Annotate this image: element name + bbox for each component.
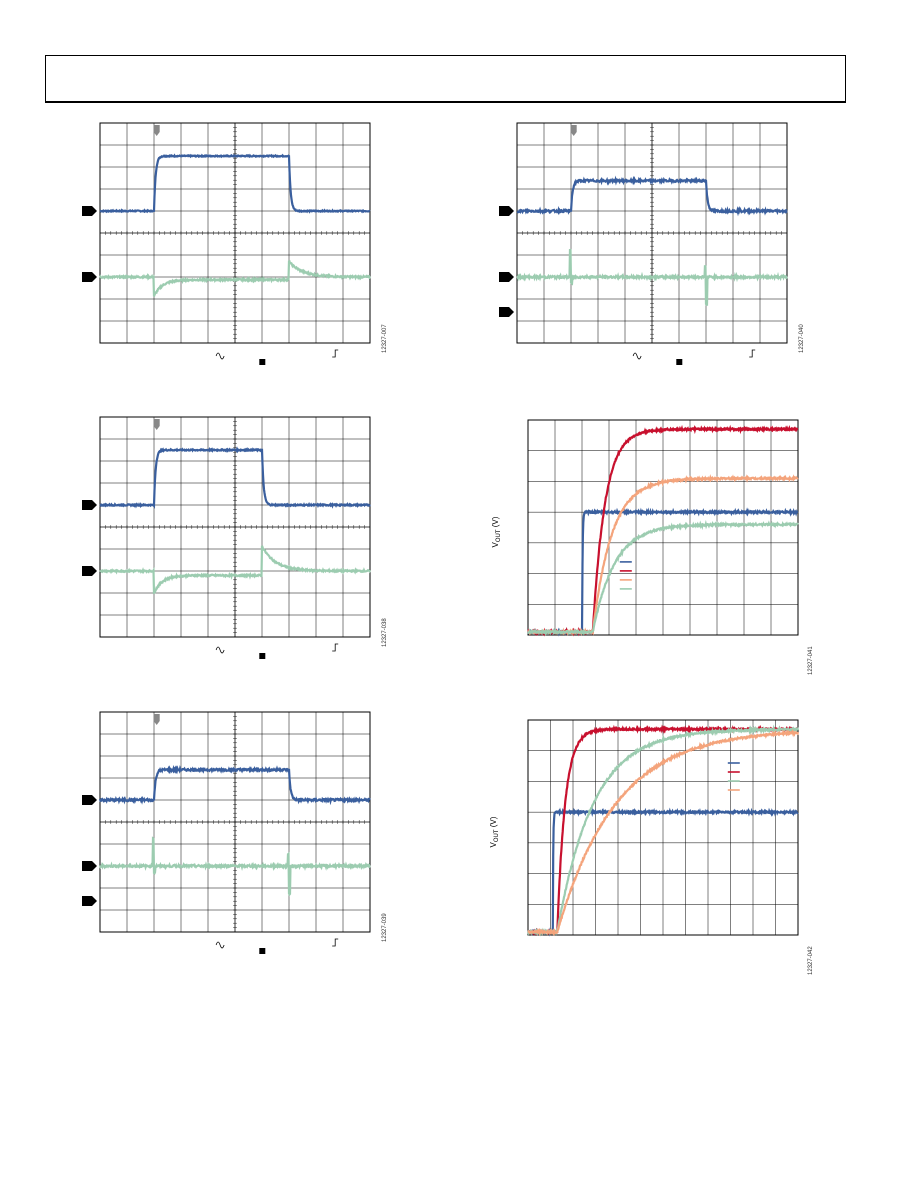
channel-2-marker-icon — [82, 861, 97, 871]
channel-2-marker-icon — [82, 272, 97, 282]
trigger-marker-icon — [153, 419, 160, 430]
scope-figure: 12327-007 — [82, 122, 402, 373]
scope-figure: 12327-040 — [499, 122, 819, 373]
channel-2-trace — [99, 260, 371, 297]
ac-coupling-icon — [632, 352, 642, 360]
channel-1-marker-icon — [499, 206, 514, 216]
series-line — [527, 728, 800, 937]
series-line — [526, 724, 800, 937]
trigger-marker-icon — [153, 125, 160, 136]
y-axis-label: VOUT (V) — [491, 516, 502, 547]
scope-plot: 12327-007 — [82, 122, 388, 365]
rising-edge-trigger-icon — [332, 938, 339, 947]
channel-3-marker-icon — [82, 896, 97, 906]
rising-edge-trigger-icon — [332, 643, 339, 652]
channel-1-marker-icon — [82, 795, 97, 805]
channel-1-marker-icon — [82, 206, 97, 216]
ac-coupling-icon — [215, 941, 225, 949]
rising-edge-trigger-icon — [332, 349, 339, 358]
figure-id: 12327-038 — [382, 618, 388, 647]
stop-icon — [259, 359, 266, 365]
channel-2-trace — [98, 836, 371, 897]
scope-figure: 12327-038 — [82, 416, 402, 667]
stop-icon — [259, 653, 266, 659]
chart-figure: VOUT (V) 12327-042 — [488, 719, 818, 975]
scope-plot: 12327-040 — [499, 122, 805, 365]
channel-3-marker-icon — [499, 307, 514, 317]
channel-1-trace — [99, 446, 371, 509]
chart-plot: VOUT (V) 12327-042 — [489, 719, 814, 975]
channel-2-trace — [516, 248, 788, 306]
rising-edge-trigger-icon — [749, 349, 756, 358]
figure-id: 12327-007 — [382, 324, 388, 353]
scope-figure: 12327-039 — [82, 711, 402, 962]
svg-text:VOUT (V): VOUT (V) — [489, 816, 500, 847]
figure-id: 12327-040 — [799, 324, 805, 353]
y-axis-label: VOUT (V) — [489, 816, 500, 847]
page-header-box — [45, 55, 846, 103]
ac-coupling-icon — [215, 646, 225, 654]
channel-1-trace — [516, 175, 788, 217]
stop-icon — [676, 359, 683, 365]
scope-plot: 12327-038 — [82, 416, 388, 659]
figure-id: 12327-039 — [382, 913, 388, 942]
channel-1-trace — [99, 153, 371, 214]
trigger-marker-icon — [153, 714, 160, 725]
channel-2-trace — [99, 545, 371, 595]
chart-figure: VOUT (V) 12327-041 — [488, 419, 818, 685]
svg-text:VOUT (V): VOUT (V) — [491, 516, 502, 547]
channel-1-marker-icon — [82, 500, 97, 510]
trigger-marker-icon — [570, 125, 577, 136]
series-line — [527, 807, 799, 937]
chart-plot: VOUT (V) 12327-041 — [491, 419, 814, 675]
series-line — [526, 519, 799, 636]
channel-2-marker-icon — [82, 566, 97, 576]
channel-1-trace — [98, 764, 371, 806]
figure-id: 12327-042 — [808, 946, 814, 975]
stop-icon — [259, 948, 266, 954]
scope-plot: 12327-039 — [82, 711, 388, 954]
figure-id: 12327-041 — [808, 646, 814, 675]
channel-2-marker-icon — [499, 272, 514, 282]
ac-coupling-icon — [215, 352, 225, 360]
